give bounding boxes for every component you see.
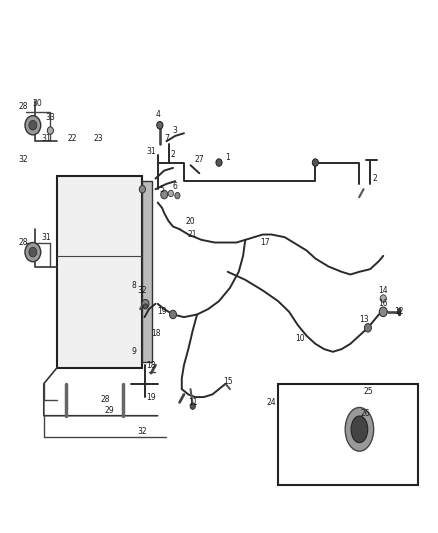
Text: 19: 19 [146, 393, 156, 401]
Circle shape [216, 159, 222, 166]
Text: 15: 15 [223, 377, 233, 385]
Bar [278, 384, 418, 485]
Circle shape [175, 192, 180, 199]
Text: 18: 18 [146, 361, 156, 369]
Text: 9: 9 [131, 348, 136, 356]
Text: 17: 17 [260, 238, 270, 247]
Text: 28: 28 [100, 395, 110, 404]
Text: 25: 25 [363, 387, 373, 396]
Circle shape [143, 304, 148, 309]
Text: 1: 1 [226, 153, 230, 161]
Text: 22: 22 [67, 134, 77, 143]
Text: 14: 14 [378, 286, 388, 295]
Circle shape [47, 127, 53, 134]
Text: 29: 29 [105, 406, 114, 415]
Circle shape [170, 310, 177, 319]
Circle shape [190, 403, 195, 409]
Text: 32: 32 [138, 427, 147, 436]
Text: 28: 28 [18, 238, 28, 247]
Circle shape [157, 122, 163, 129]
Text: 6: 6 [173, 182, 178, 191]
Text: 32: 32 [18, 156, 28, 164]
Text: 3: 3 [173, 126, 178, 135]
Circle shape [161, 190, 168, 199]
Bar [142, 181, 152, 362]
Text: 31: 31 [41, 233, 51, 241]
Text: 31: 31 [146, 148, 156, 156]
Text: 5: 5 [159, 185, 165, 193]
Circle shape [25, 116, 41, 135]
Text: 11: 11 [188, 398, 198, 407]
Text: 33: 33 [46, 113, 55, 122]
Text: 12: 12 [394, 308, 403, 316]
Text: 2: 2 [171, 150, 175, 159]
Bar [57, 176, 142, 368]
Circle shape [139, 185, 145, 193]
Text: 13: 13 [359, 316, 368, 324]
Circle shape [29, 247, 37, 257]
Text: 28: 28 [18, 102, 28, 111]
Circle shape [380, 295, 386, 302]
Text: 19: 19 [157, 308, 167, 316]
Text: 30: 30 [32, 100, 42, 108]
Text: 4: 4 [155, 110, 160, 119]
Ellipse shape [351, 416, 368, 442]
Text: 10: 10 [295, 334, 305, 343]
Circle shape [25, 243, 41, 262]
Text: 8: 8 [131, 281, 136, 289]
Circle shape [29, 120, 37, 130]
Circle shape [312, 159, 318, 166]
Text: 2: 2 [372, 174, 377, 183]
Text: 31: 31 [41, 134, 51, 143]
Text: 24: 24 [267, 398, 276, 407]
Circle shape [168, 190, 173, 197]
Circle shape [379, 307, 387, 317]
Text: 7: 7 [164, 134, 169, 143]
Circle shape [142, 300, 149, 308]
Text: 23: 23 [94, 134, 103, 143]
Text: 26: 26 [361, 409, 371, 417]
Text: 16: 16 [378, 300, 388, 308]
Text: 27: 27 [194, 156, 204, 164]
Text: 21: 21 [188, 230, 198, 239]
Text: 20: 20 [186, 217, 195, 225]
Text: 32: 32 [138, 286, 147, 295]
Text: 18: 18 [151, 329, 160, 337]
Ellipse shape [345, 407, 374, 451]
Circle shape [364, 324, 371, 332]
